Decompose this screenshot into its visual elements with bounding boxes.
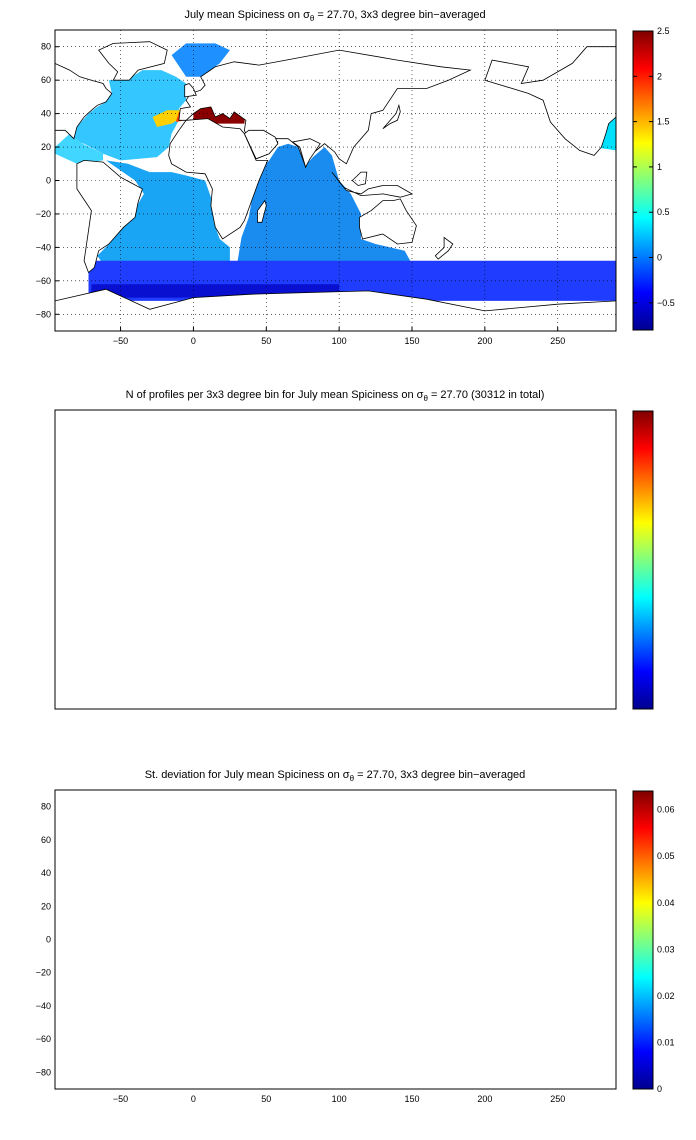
y-tick-label: −80	[36, 1067, 51, 1077]
x-tick-label: 150	[404, 1094, 419, 1104]
colorbar-tick-label: 0.06	[657, 805, 675, 815]
x-tick-label: 100	[332, 1094, 347, 1104]
panel-title: N of profiles per 3x3 degree bin for Jul…	[126, 389, 545, 403]
axes-frame	[54, 789, 617, 1090]
colorbar	[632, 30, 654, 331]
colorbar-tick-label: 0	[657, 1084, 662, 1094]
panel-title: July mean Spiciness on σθ = 27.70, 3x3 d…	[184, 9, 485, 23]
x-axis: −50 0 50 100 150 200 250	[113, 327, 565, 346]
y-tick-label: 80	[41, 802, 51, 812]
coastline-path	[55, 288, 616, 331]
y-tick-label: 80	[41, 42, 51, 52]
y-tick-label: −80	[36, 309, 51, 319]
colorbar	[632, 410, 654, 710]
y-tick-label: 60	[41, 835, 51, 845]
x-tick-label: −50	[113, 1094, 128, 1104]
panel-count: N of profiles per 3x3 degree bin for Jul…	[36, 389, 675, 1104]
coastline-path	[168, 118, 269, 240]
coastline-path	[55, 62, 113, 148]
data-cell-region	[237, 143, 412, 265]
y-tick-label: 20	[41, 901, 51, 911]
coastline-path	[434, 236, 454, 260]
y-tick-label: −20	[36, 968, 51, 978]
colorbar-tick-label: 2.5	[657, 26, 670, 36]
colorbar-tick-label: 1.5	[657, 117, 670, 127]
y-tick-label: −40	[36, 242, 51, 252]
coastline-path	[382, 103, 401, 130]
colorbar	[632, 790, 654, 1090]
grid-lines	[55, 30, 616, 331]
x-tick-label: 0	[191, 336, 196, 346]
data-cell-region	[152, 110, 182, 127]
y-tick-label: −60	[36, 1034, 51, 1044]
coastline-path	[257, 199, 267, 223]
map-area	[55, 30, 616, 331]
panel-title: St. deviation for July mean Spiciness on…	[145, 769, 526, 783]
x-tick-label: 250	[550, 1094, 565, 1104]
colorbar-tick-label: 0	[657, 253, 662, 263]
y-tick-label: 20	[41, 142, 51, 152]
data-cell-region	[55, 133, 104, 164]
colorbar-tick-label: 0.01	[657, 1037, 675, 1047]
x-tick-label: 50	[261, 1094, 271, 1104]
axes-frame	[54, 409, 617, 710]
x-tick-label: 200	[477, 336, 492, 346]
data-cell-region	[171, 43, 230, 77]
coastline-path	[76, 159, 143, 274]
colorbar-tick-label: 0.05	[657, 851, 675, 861]
y-tick-label: 40	[41, 109, 51, 119]
y-tick-label: 0	[46, 935, 51, 945]
coastline-path	[184, 83, 197, 98]
coastline-path	[351, 171, 368, 186]
x-tick-label: 250	[550, 336, 565, 346]
coastline-path	[359, 198, 417, 245]
x-tick-label: −50	[113, 336, 128, 346]
panel-std: St. deviation for July mean Spiciness on…	[54, 769, 654, 1090]
map-area	[55, 410, 616, 709]
colorbar-tick-label: 2	[657, 71, 662, 81]
x-tick-label: 150	[404, 336, 419, 346]
coastline-path	[484, 46, 616, 156]
coastline-path	[243, 129, 279, 160]
x-tick-label: 200	[477, 1094, 492, 1104]
y-tick-label: −60	[36, 276, 51, 286]
y-tick-label: −40	[36, 1001, 51, 1011]
coastline-path	[331, 171, 414, 198]
y-axis: 80 60 40 20 0 −20 −40 −60 −80	[36, 42, 59, 319]
y-tick-label: 40	[41, 868, 51, 878]
coastline-path	[98, 41, 168, 81]
x-tick-label: 0	[191, 1094, 196, 1104]
colorbar-tick-label: −0.5	[657, 298, 675, 308]
colorbar-tick-label: 0.04	[657, 898, 675, 908]
map-area	[55, 790, 616, 1089]
colorbar-tick-label: 1	[657, 162, 662, 172]
y-tick-label: −20	[36, 209, 51, 219]
colorbar-tick-label: 0.02	[657, 991, 675, 1001]
data-cell-region	[97, 160, 230, 265]
data-cell-region	[69, 70, 187, 161]
y-tick-label: 0	[46, 176, 51, 186]
x-tick-label: 50	[261, 336, 271, 346]
colorbar-tick-label: 0.5	[657, 207, 670, 217]
colorbar-ticks: 2.5 2 1.5 1 0.5 0 −0.5	[633, 26, 675, 308]
colorbar-tick-label: 0.03	[657, 944, 675, 954]
y-tick-label: 60	[41, 75, 51, 85]
panel-mean: July mean Spiciness on σθ = 27.70, 3x3 d…	[36, 9, 675, 346]
x-tick-label: 100	[332, 336, 347, 346]
coastline	[55, 41, 616, 331]
